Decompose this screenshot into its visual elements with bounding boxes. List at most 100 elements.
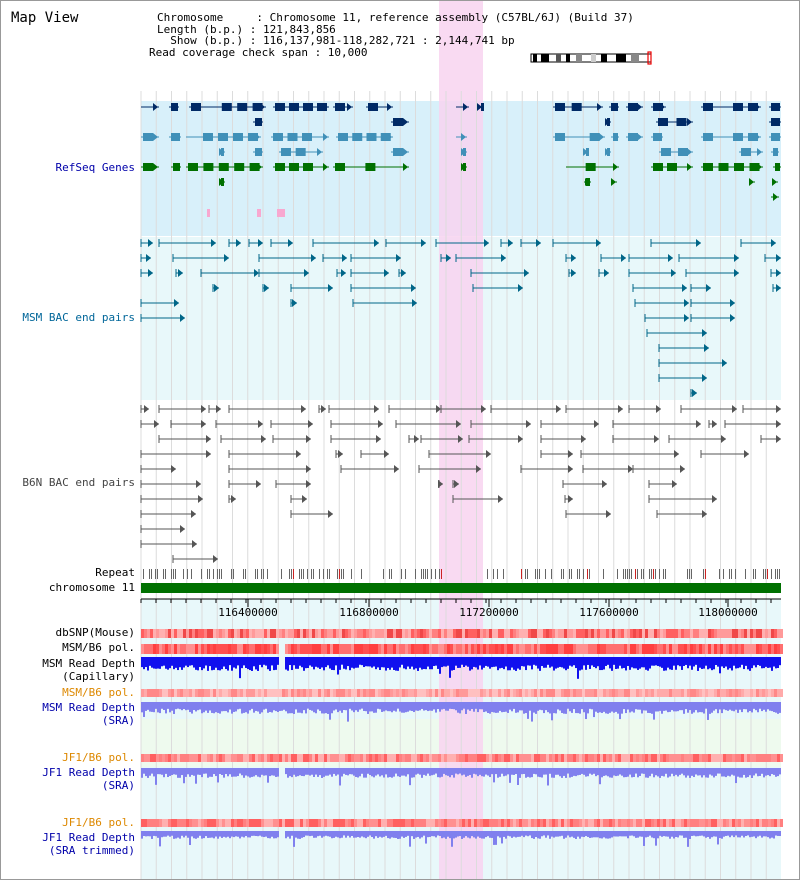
depth-bar xyxy=(453,768,455,778)
bac-end-right xyxy=(618,405,623,413)
b6n-bac-label[interactable]: B6N BAC end pairs xyxy=(22,476,135,489)
heat-cell xyxy=(366,644,369,654)
depth-bar xyxy=(231,702,233,714)
bac-end-right xyxy=(621,254,626,262)
heat-cell xyxy=(711,644,714,654)
depth-bar xyxy=(665,768,667,774)
depth-bar xyxy=(639,831,641,837)
heat-cell xyxy=(453,644,456,654)
depth-bar xyxy=(717,702,719,714)
depth-bar xyxy=(631,702,633,712)
depth-bar xyxy=(357,702,359,712)
bac-end-right xyxy=(654,435,659,443)
depth-bar xyxy=(627,702,629,710)
refseq-genes-label[interactable]: RefSeq Genes xyxy=(55,161,135,174)
gene-strand-arrow xyxy=(583,148,588,156)
heat-cell xyxy=(405,644,408,654)
heat-cell xyxy=(261,689,264,697)
heat-cell xyxy=(639,644,642,654)
heat-cell xyxy=(531,819,534,827)
heat-cell xyxy=(462,819,465,827)
depth-bar xyxy=(665,831,667,837)
repeat-element xyxy=(299,569,300,579)
heat-cell xyxy=(258,754,261,762)
repeat-element xyxy=(337,569,338,579)
bac-end-right xyxy=(421,239,426,247)
depth-bar xyxy=(235,702,237,712)
axis-tick-label: 118000000 xyxy=(698,606,758,619)
heat-cell xyxy=(525,629,528,638)
heat-cell xyxy=(261,629,264,638)
depth-bar xyxy=(511,702,513,712)
heat-cell xyxy=(168,689,171,697)
depth-bar xyxy=(483,657,485,668)
heat-cell xyxy=(675,754,678,762)
depth-bar xyxy=(517,702,519,713)
depth-bar xyxy=(667,702,669,713)
heat-cell xyxy=(171,754,174,762)
heat-cell xyxy=(576,629,579,638)
bac-end-right xyxy=(148,269,153,277)
heat-cell xyxy=(564,644,567,654)
depth-bar xyxy=(625,831,627,837)
heat-cell xyxy=(144,754,147,762)
depth-bar xyxy=(187,831,189,838)
heat-cell xyxy=(507,754,510,762)
repeat-element xyxy=(551,569,552,579)
depth-bar xyxy=(755,831,757,839)
depth-bar xyxy=(581,702,583,710)
gene-strand-arrow xyxy=(257,163,262,171)
bac-end-right xyxy=(730,299,735,307)
heat-cell xyxy=(735,629,738,638)
heat-cell xyxy=(489,629,492,638)
depth-bar xyxy=(517,768,519,785)
depth-bar xyxy=(763,657,765,669)
heat-cell xyxy=(492,689,495,697)
depth-bar xyxy=(149,831,151,837)
depth-bar xyxy=(659,657,661,667)
depth-bar xyxy=(423,657,425,669)
heat-cell xyxy=(381,629,384,638)
depth-bar xyxy=(639,702,641,710)
depth-bar xyxy=(373,768,375,778)
heat-cell xyxy=(534,754,537,762)
depth-bar xyxy=(251,768,253,777)
depth-bar xyxy=(149,657,151,666)
heat-cell xyxy=(261,754,264,762)
repeat-element xyxy=(665,569,666,579)
depth-bar xyxy=(497,702,499,713)
bac-end-right xyxy=(776,435,781,443)
depth-bar xyxy=(527,702,529,719)
heat-cell xyxy=(426,819,429,827)
heat-cell xyxy=(288,689,291,697)
repeat-element xyxy=(653,569,654,579)
msm-bac-label[interactable]: MSM BAC end pairs xyxy=(22,311,135,324)
heat-cell xyxy=(525,644,528,654)
heat-cell xyxy=(684,754,687,762)
heat-cell xyxy=(165,644,168,654)
depth-bar xyxy=(699,831,701,836)
depth-bar xyxy=(217,768,219,783)
heat-cell xyxy=(618,644,621,654)
depth-bar xyxy=(245,831,247,837)
depth-bar xyxy=(685,702,687,710)
heat-cell xyxy=(639,754,642,762)
jf1-depth-trim-track xyxy=(141,831,781,847)
depth-bar xyxy=(143,702,145,717)
depth-bar xyxy=(637,768,639,778)
heat-cell xyxy=(450,754,453,762)
bac-end-right xyxy=(146,254,151,262)
heat-cell xyxy=(324,629,327,638)
depth-bar xyxy=(589,768,591,774)
heat-cell xyxy=(162,629,165,638)
heat-cell xyxy=(576,644,579,654)
depth-bar xyxy=(445,768,447,776)
depth-bar xyxy=(547,831,549,836)
heat-cell xyxy=(228,644,231,654)
depth-bar xyxy=(291,702,293,714)
depth-bar xyxy=(285,831,287,839)
depth-bar xyxy=(495,702,497,713)
depth-bar xyxy=(431,831,433,837)
heat-cell xyxy=(189,819,192,827)
